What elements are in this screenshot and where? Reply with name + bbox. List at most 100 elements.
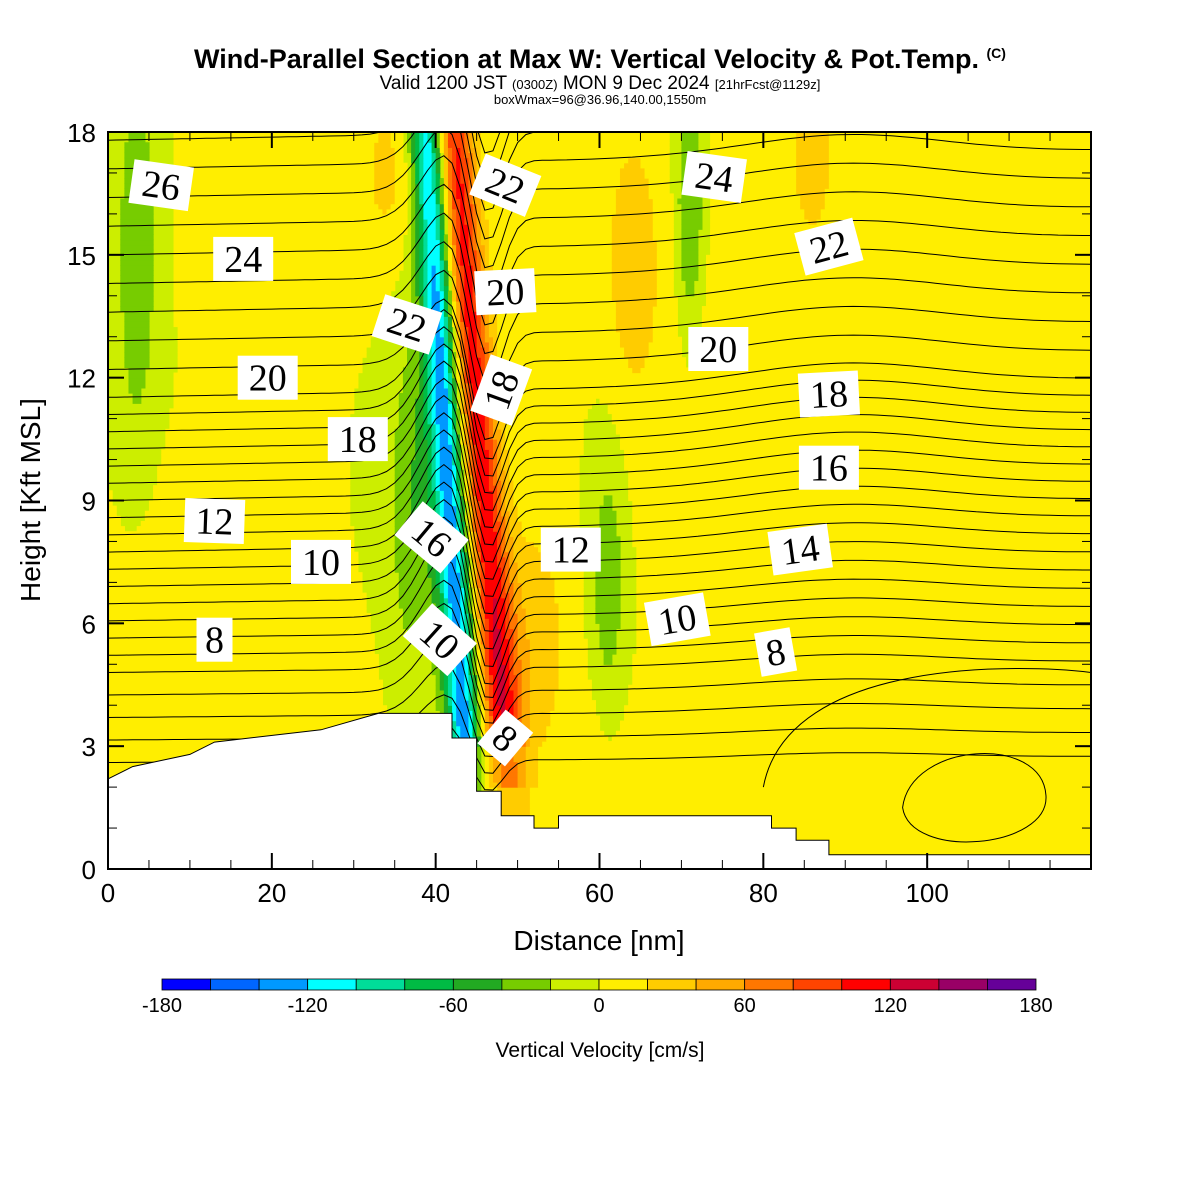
velocity-cell <box>456 157 461 164</box>
velocity-cell <box>415 280 420 287</box>
velocity-cell <box>431 597 441 604</box>
velocity-cell <box>517 781 527 788</box>
velocity-cell <box>828 162 1091 169</box>
velocity-cell <box>415 254 420 261</box>
velocity-cell <box>452 715 457 722</box>
velocity-cell <box>452 387 457 394</box>
velocity-cell <box>435 577 441 583</box>
velocity-cell <box>636 556 1091 563</box>
velocity-cell <box>460 275 465 282</box>
velocity-cell <box>488 633 494 640</box>
velocity-cell <box>423 188 433 195</box>
velocity-cell <box>452 382 457 389</box>
velocity-cell <box>456 311 461 317</box>
velocity-cell <box>484 331 490 338</box>
velocity-cell <box>456 249 461 256</box>
velocity-cell <box>435 280 441 287</box>
velocity-cell <box>513 659 523 665</box>
velocity-cell <box>636 577 1091 583</box>
colorbar-swatch <box>598 978 648 991</box>
velocity-cell <box>447 321 453 328</box>
velocity-cell <box>427 265 433 271</box>
velocity-cell <box>484 654 490 660</box>
colorbar-swatch <box>647 978 697 991</box>
velocity-cell <box>411 270 416 276</box>
velocity-cell <box>513 592 523 599</box>
velocity-cell <box>447 613 453 619</box>
velocity-cell <box>497 341 621 348</box>
velocity-cell <box>505 613 510 619</box>
velocity-cell <box>398 577 433 583</box>
velocity-cell <box>558 674 588 681</box>
velocity-cell <box>472 157 478 164</box>
velocity-cell <box>460 295 465 302</box>
velocity-cell <box>546 730 605 737</box>
velocity-cell <box>599 520 617 527</box>
velocity-cell <box>468 541 474 548</box>
velocity-cell <box>128 387 142 394</box>
velocity-cell <box>804 208 822 215</box>
velocity-cell <box>415 270 420 276</box>
velocity-cell <box>415 178 420 184</box>
velocity-cell <box>488 469 494 476</box>
velocity-cell <box>468 157 474 164</box>
velocity-cell <box>493 638 502 645</box>
velocity-cell <box>439 474 453 481</box>
velocity-cell <box>624 710 1091 717</box>
velocity-cell <box>488 669 498 676</box>
velocity-cell <box>513 664 523 670</box>
velocity-cell <box>460 725 470 732</box>
velocity-cell <box>480 531 498 537</box>
velocity-cell <box>521 582 556 589</box>
velocity-cell <box>488 428 494 435</box>
velocity-cell <box>472 613 478 619</box>
velocity-cell <box>456 725 461 732</box>
velocity-cell <box>632 674 1091 681</box>
velocity-cell <box>386 208 408 215</box>
contour-label-box <box>291 539 351 584</box>
velocity-cell <box>505 689 515 696</box>
velocity-cell <box>456 183 465 189</box>
velocity-cell <box>120 224 154 230</box>
velocity-cell <box>501 587 506 594</box>
velocity-cell <box>402 377 420 384</box>
velocity-cell <box>509 607 515 614</box>
forecast-info: [21hrFcst@1129z] <box>714 77 821 92</box>
velocity-cell <box>394 490 412 496</box>
velocity-cell <box>464 346 470 353</box>
velocity-cell <box>468 648 474 655</box>
colorbar-swatch <box>889 978 940 991</box>
velocity-cell <box>456 459 461 466</box>
velocity-cell <box>501 541 506 548</box>
velocity-cell <box>423 413 429 420</box>
velocity-cell <box>153 490 351 496</box>
velocity-cell <box>701 331 1091 338</box>
velocity-cell <box>484 357 490 363</box>
velocity-cell <box>796 172 830 179</box>
velocity-cell <box>460 531 465 537</box>
velocity-cell <box>710 224 1091 230</box>
velocity-cell <box>501 572 506 578</box>
velocity-cell <box>488 224 613 230</box>
velocity-cell <box>464 290 474 297</box>
velocity-cell <box>460 413 465 420</box>
x-tick-label: 100 <box>905 878 948 908</box>
velocity-cell <box>505 408 588 415</box>
velocity-cell <box>493 705 502 711</box>
velocity-cell <box>476 715 482 722</box>
velocity-cell <box>701 326 1091 333</box>
velocity-cell <box>484 244 490 251</box>
velocity-cell <box>464 203 474 210</box>
contour-label-box <box>183 497 246 545</box>
velocity-cell <box>452 244 457 251</box>
velocity-cell <box>435 367 445 374</box>
velocity-cell <box>488 464 494 471</box>
velocity-cell <box>488 654 494 660</box>
velocity-cell <box>431 357 437 363</box>
velocity-cell <box>681 265 699 271</box>
velocity-cell <box>513 536 527 543</box>
velocity-cell <box>644 167 670 174</box>
velocity-cell <box>800 193 826 200</box>
velocity-cell <box>124 326 150 333</box>
velocity-cell <box>488 700 494 706</box>
